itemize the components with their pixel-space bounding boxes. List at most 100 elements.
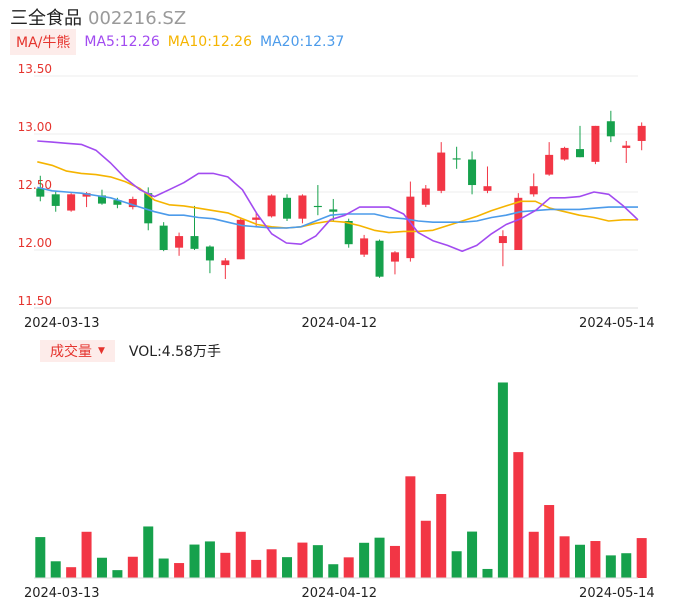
volume-bar <box>575 544 585 578</box>
date-tick-label: 2024-04-12 <box>301 316 377 331</box>
volume-bar <box>482 568 493 578</box>
candle-body <box>545 154 554 175</box>
volume-bar <box>235 531 246 578</box>
candle <box>622 140 631 163</box>
candle-body <box>128 198 137 208</box>
candle <box>298 194 307 224</box>
candle <box>221 258 230 279</box>
volume-bar <box>605 555 616 578</box>
volume-bar <box>590 541 601 578</box>
candle <box>159 222 168 252</box>
candle <box>637 122 646 151</box>
ma-legend: MA/牛熊 MA5:12.26 MA10:12.26 MA20:12.37 <box>10 29 344 55</box>
volume-bar <box>204 541 215 578</box>
volume-indicator-dropdown[interactable]: 成交量 ▼ <box>40 340 115 362</box>
candle-body <box>205 246 214 261</box>
volume-bar <box>189 544 200 578</box>
caret-down-icon: ▼ <box>98 346 105 356</box>
ma20-line <box>37 186 638 229</box>
candle-body <box>637 125 646 141</box>
volume-bar <box>451 551 462 578</box>
candle-body <box>468 159 477 186</box>
volume-legend: 成交量 ▼ VOL:4.58万手 <box>40 340 221 362</box>
candle <box>313 185 322 216</box>
volume-bar <box>35 537 46 578</box>
candle-body <box>97 195 106 204</box>
candle <box>437 142 446 194</box>
candle-body <box>390 252 399 262</box>
candle-body <box>67 194 76 211</box>
candle <box>375 239 384 278</box>
candle-body <box>236 219 245 260</box>
volume-bar <box>328 564 339 578</box>
ma-indicator-tab[interactable]: MA/牛熊 <box>10 29 77 55</box>
candle-body <box>437 152 446 191</box>
volume-bar <box>436 494 447 578</box>
candle <box>452 146 461 169</box>
volume-bar <box>359 542 370 578</box>
volume-bar <box>50 561 61 578</box>
volume-bar <box>497 382 508 578</box>
candle-body <box>283 197 292 219</box>
candle-body <box>159 225 168 250</box>
candle-body <box>221 260 230 266</box>
volume-indicator-label: 成交量 <box>50 344 92 360</box>
candle <box>576 125 584 158</box>
volume-date-tick-label: 2024-05-14 <box>579 586 655 601</box>
volume-bar <box>621 553 632 578</box>
candle-body <box>267 195 276 217</box>
candle-body <box>576 149 584 158</box>
volume-bar <box>559 536 570 578</box>
volume-bar <box>389 545 400 578</box>
candle-body <box>82 193 91 197</box>
ma20-legend: MA20:12.37 <box>260 34 345 50</box>
candle <box>483 166 492 194</box>
volume-bar <box>266 549 277 578</box>
candle-body <box>529 186 538 195</box>
volume-bar <box>405 476 416 578</box>
candle <box>128 196 137 210</box>
volume-bar <box>96 557 107 578</box>
candle-body <box>375 240 384 277</box>
candle <box>360 234 369 257</box>
stock-name: 三全食品 <box>10 8 82 29</box>
volume-bar <box>513 452 524 578</box>
candle-body <box>421 188 430 205</box>
candle <box>529 173 538 197</box>
ma5-line <box>37 140 639 252</box>
candle <box>560 146 569 161</box>
volume-bar <box>251 559 262 578</box>
volume-bar <box>544 505 555 578</box>
volume-bar <box>127 556 138 578</box>
candle <box>468 151 477 195</box>
volume-value: VOL:4.58万手 <box>128 344 221 360</box>
candle-body <box>344 221 353 245</box>
candle-body <box>113 200 122 205</box>
candle <box>283 194 292 221</box>
volume-bar <box>158 558 169 578</box>
candle-body <box>252 217 261 220</box>
stock-code: 002216.SZ <box>88 8 187 29</box>
candle-body <box>452 158 461 160</box>
date-tick-label: 2024-03-13 <box>24 316 100 331</box>
stock-header: 三全食品 002216.SZ <box>10 4 186 30</box>
candle-body <box>591 125 600 162</box>
ma10-legend: MA10:12.26 <box>167 34 253 50</box>
candle-body <box>144 193 153 224</box>
date-tick-label: 2024-05-14 <box>579 316 655 331</box>
volume-bar <box>220 552 231 578</box>
candle-body <box>514 197 523 250</box>
price-tick-label: 13.00 <box>18 120 52 134</box>
candle-body <box>329 209 338 212</box>
candle <box>390 251 399 275</box>
volume-bar <box>374 537 385 578</box>
volume-bar <box>112 570 123 578</box>
candle-body <box>51 194 60 206</box>
volume-bar <box>282 557 293 578</box>
candle <box>67 193 76 212</box>
candle-body <box>606 121 615 137</box>
candle <box>267 194 276 218</box>
candle-body <box>190 236 199 249</box>
candle-body <box>36 188 45 197</box>
volume-date-tick-label: 2024-03-13 <box>24 586 100 601</box>
